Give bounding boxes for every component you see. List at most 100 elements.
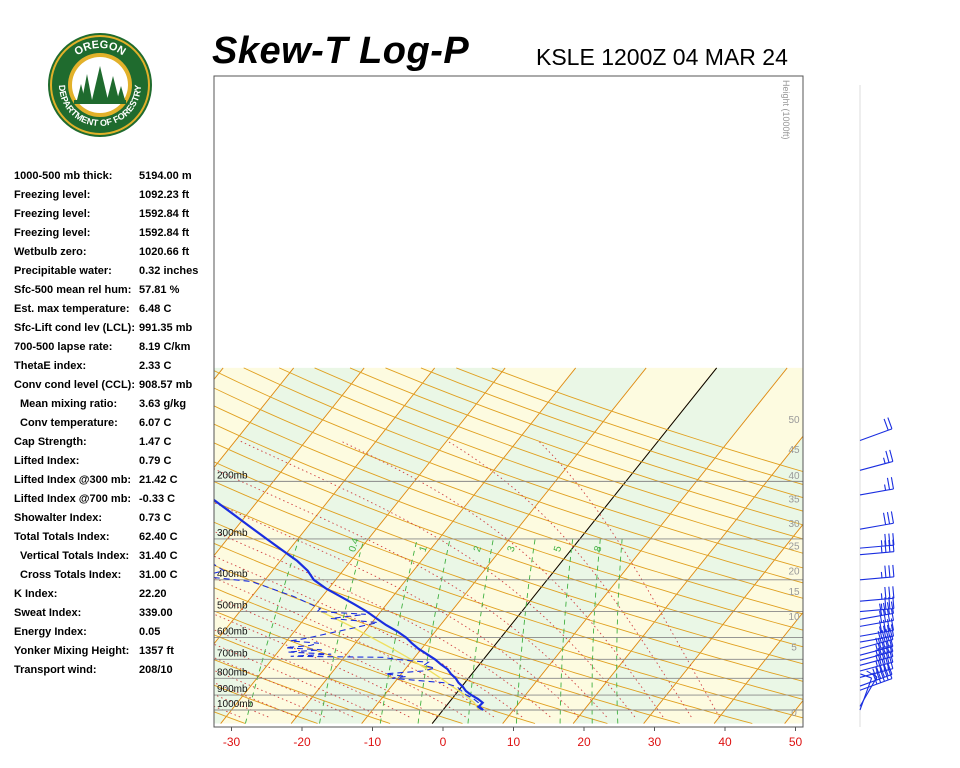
barb-flag	[879, 610, 883, 623]
dry-adiabat	[214, 564, 680, 724]
barb-flag	[890, 511, 895, 524]
dry-adiabat	[214, 659, 391, 724]
logo-text-top: OREGON	[72, 39, 127, 58]
parameter-row: Freezing level: 1592.84 ft	[14, 224, 214, 243]
moist-adiabat	[0, 441, 156, 717]
barb-half-flag	[880, 603, 883, 610]
parameter-label: Energy Index:	[14, 626, 87, 638]
barb-flag	[890, 601, 895, 614]
wind-barb	[859, 673, 873, 711]
pressure-label: 700mb	[217, 648, 248, 659]
parameter-row: Est. max temperature: 6.48 C	[14, 300, 214, 319]
barb-staff	[859, 544, 894, 549]
barb-flag	[882, 609, 887, 622]
height-tick-label: 40	[788, 471, 800, 482]
parameter-label: Cap Strength:	[14, 436, 87, 448]
parameter-label: Sfc-500 mean rel hum:	[14, 284, 132, 296]
pressure-label: 800mb	[217, 667, 248, 678]
dry-adiabat	[214, 521, 803, 719]
barb-flag	[890, 608, 895, 621]
plot-area	[0, 76, 803, 727]
barb-staff	[859, 668, 893, 678]
parameter-row: Lifted Index: 0.79 C	[14, 452, 214, 471]
parameter-value: 908.57 mb	[139, 379, 193, 391]
dry-adiabats	[214, 367, 803, 724]
barb-flag	[886, 609, 891, 622]
height-tick-label: 35	[788, 495, 800, 506]
parameter-label: Showalter Index:	[14, 512, 103, 524]
parameter-value: 991.35 mb	[139, 322, 193, 334]
height-tick-label: 0	[791, 708, 797, 719]
parameter-value: 2.33 C	[139, 360, 172, 372]
barb-flag	[888, 533, 891, 546]
parameter-row: Transport wind: 208/10	[14, 661, 214, 680]
barb-staff	[859, 676, 878, 707]
barb-flag	[889, 627, 894, 640]
parameter-row: Precipitable water: 0.32 inches	[14, 262, 214, 281]
parameter-row: Sweat Index: 339.00	[14, 604, 214, 623]
barb-staff	[859, 612, 894, 620]
barb-flag	[882, 512, 887, 525]
parameter-row: Mean mixing ratio: 3.63 g/kg	[14, 395, 214, 414]
parameter-label: Lifted Index @300 mb:	[14, 474, 132, 486]
parameter-value: 0.79 C	[139, 455, 172, 467]
barb-flag	[889, 449, 894, 462]
pressure-label: 300mb	[217, 528, 248, 539]
station-time-label: KSLE 1200Z 04 MAR 24	[536, 44, 788, 70]
wind-barb	[859, 596, 895, 613]
height-tick-label: 25	[788, 541, 800, 552]
x-tick-label: -10	[364, 735, 382, 749]
barb-staff	[859, 488, 894, 496]
dry-adiabat	[214, 387, 803, 599]
barb-flag	[890, 477, 895, 490]
barb-staff	[859, 522, 894, 530]
parameter-value: 31.00 C	[139, 569, 178, 581]
pressure-label: 200mb	[217, 470, 248, 481]
pressure-label: 1000mb	[217, 699, 254, 710]
height-axis-label: Height (1000ft)	[781, 80, 791, 140]
isotherm-line	[214, 367, 436, 645]
barb-staff	[859, 460, 893, 471]
parameter-row: 700-500 lapse rate: 8.19 C/km	[14, 338, 214, 357]
parameter-row: Total Totals Index: 62.40 C	[14, 528, 214, 547]
parameter-row: K Index: 22.20	[14, 585, 214, 604]
barb-staff	[859, 661, 893, 672]
barb-flag	[892, 533, 895, 546]
wind-barb	[859, 417, 893, 442]
x-tick-label: 40	[718, 735, 732, 749]
isotherm-band	[214, 367, 506, 724]
height-tick-label: 20	[788, 566, 800, 577]
parameter-row: Energy Index: 0.05	[14, 623, 214, 642]
parameter-label: Mean mixing ratio:	[20, 398, 118, 410]
parameter-value: 208/10	[139, 664, 173, 676]
wind-barb	[859, 533, 895, 549]
parameter-value: 0.73 C	[139, 512, 172, 524]
isotherm-line	[290, 367, 577, 724]
parameter-value: 31.40 C	[139, 550, 178, 562]
parameter-row: Lifted Index @300 mb: 21.42 C	[14, 471, 214, 490]
barb-half-flag	[880, 546, 883, 553]
barb-staff	[859, 651, 893, 661]
dry-adiabat	[214, 711, 246, 724]
dry-adiabat	[214, 461, 803, 665]
barb-flag	[884, 533, 887, 546]
isotherm-band	[0, 368, 82, 724]
wind-barb	[859, 564, 895, 581]
dry-adiabat	[214, 481, 803, 682]
parameter-label: 1000-500 mb thick:	[14, 170, 113, 182]
wind-barb	[859, 586, 895, 602]
dry-adiabat	[214, 442, 803, 648]
parameter-label: Transport wind:	[14, 664, 97, 676]
barb-staff	[859, 639, 893, 649]
parameter-value: 1592.84 ft	[139, 208, 190, 220]
moist-adiabat	[0, 441, 212, 717]
barb-flag	[877, 637, 882, 650]
barb-staff	[859, 597, 894, 602]
parameter-value: 0.32 inches	[139, 265, 199, 277]
wind-barb	[859, 449, 894, 471]
parameter-value: 57.81 %	[139, 284, 180, 296]
parameter-value: 1020.66 ft	[139, 246, 190, 258]
parameter-label: Freezing level:	[14, 189, 91, 201]
mixing-ratio-label: 1	[418, 544, 430, 553]
